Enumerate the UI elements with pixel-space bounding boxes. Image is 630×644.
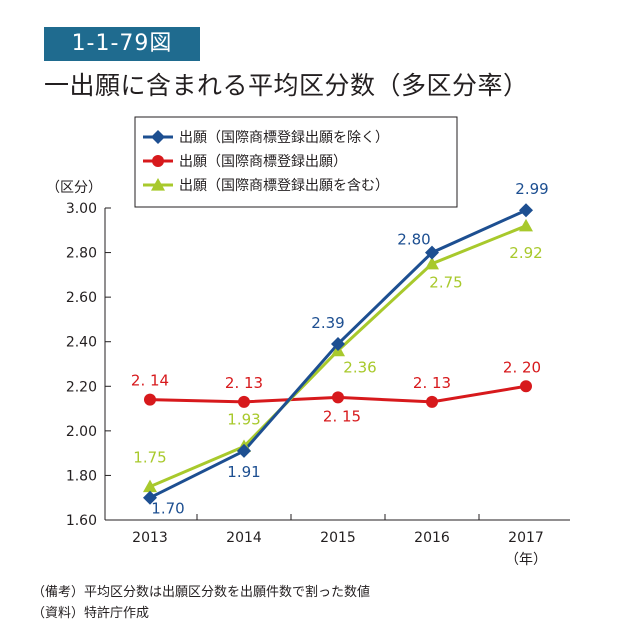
y-tick-label: 3.00: [66, 201, 97, 217]
data-label-diamond: 2.80: [397, 231, 430, 249]
y-tick-label: 2.80: [66, 246, 97, 262]
data-label-circle: 2. 20: [503, 358, 541, 376]
legend-label: 出願（国際商標登録出願）: [179, 154, 347, 170]
data-label-circle: 2. 15: [323, 407, 361, 425]
note-source: （資料）特許庁作成: [32, 603, 370, 624]
data-label-circle: 2. 14: [131, 372, 169, 390]
x-tick-label: 2017: [508, 530, 544, 546]
data-point-circle: [332, 391, 344, 403]
data-point-circle: [144, 394, 156, 406]
x-tick-label: 2016: [414, 530, 450, 546]
data-label-diamond: 1.91: [227, 463, 260, 481]
y-tick-label: 2.00: [66, 424, 97, 440]
data-label-triangle: 2.75: [429, 274, 462, 292]
data-point-triangle: [519, 219, 533, 232]
line-chart: 1.60 1.80 2.00 2.20 2.40 2.60 2.80 3.00 2013 2014…: [0, 0, 630, 644]
x-tick-label: 2015: [320, 530, 356, 546]
data-label-triangle: 1.93: [227, 410, 260, 428]
data-label-diamond: 1.70: [151, 500, 184, 518]
data-label-triangle: 2.36: [343, 359, 376, 377]
figure-notes: （備考）平均区分数は出願区分数を出願件数で割った数値 （資料）特許庁作成: [32, 582, 370, 624]
legend-label: 出願（国際商標登録出願を含む）: [179, 178, 389, 194]
data-point-circle: [426, 396, 438, 408]
y-tick-label: 2.40: [66, 335, 97, 351]
data-label-diamond: 2.99: [515, 180, 548, 198]
data-point-diamond: [519, 203, 533, 217]
data-point-circle: [238, 396, 250, 408]
data-label-diamond: 2.39: [311, 314, 344, 332]
data-label-triangle: 2.92: [509, 244, 542, 262]
y-tick-label: 2.20: [66, 379, 97, 395]
data-label-circle: 2. 13: [225, 374, 263, 392]
y-tick-label: 1.60: [66, 513, 97, 529]
data-label-triangle: 1.75: [133, 449, 166, 467]
legend-label: 出願（国際商標登録出願を除く）: [179, 130, 389, 146]
data-point-circle: [520, 380, 532, 392]
x-axis-unit-label: （年）: [505, 552, 547, 568]
y-tick-label: 2.60: [66, 290, 97, 306]
legend-marker-circle: [152, 155, 164, 167]
y-tick-label: 1.80: [66, 468, 97, 484]
x-tick-label: 2014: [226, 530, 262, 546]
x-tick-label: 2013: [132, 530, 168, 546]
note-biko: （備考）平均区分数は出願区分数を出願件数で割った数値: [32, 582, 370, 603]
data-label-circle: 2. 13: [413, 374, 451, 392]
